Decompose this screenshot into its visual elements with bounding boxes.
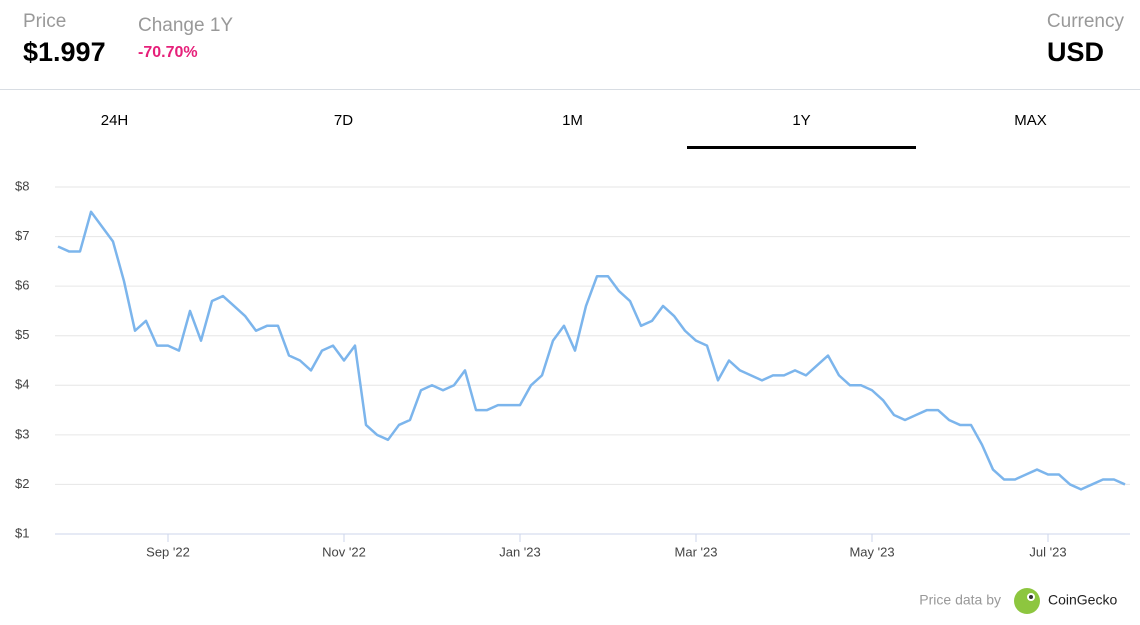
y-tick-label: $1 <box>15 525 29 540</box>
x-tick-label: Nov '22 <box>322 544 366 559</box>
currency: USD <box>1046 37 1104 67</box>
logo-pupil <box>1029 595 1033 599</box>
y-tick-label: $8 <box>15 178 29 193</box>
x-tick-label: Mar '23 <box>675 544 718 559</box>
footer-brand: CoinGecko <box>1048 592 1117 608</box>
price: $1.997 <box>23 37 106 67</box>
tab[interactable]: MAX <box>1014 112 1047 129</box>
currency-label: Currency <box>1046 11 1124 32</box>
x-tick-label: Jul '23 <box>1029 544 1066 559</box>
y-tick-label: $7 <box>15 228 29 243</box>
y-tick-label: $2 <box>15 476 29 491</box>
y-tick-label: $3 <box>15 426 29 441</box>
y-tick-label: $5 <box>15 327 29 342</box>
price-line <box>57 210 1126 491</box>
tab[interactable]: 7D <box>333 112 354 129</box>
divider <box>0 89 1140 90</box>
change-label: Change 1Y <box>138 15 234 36</box>
x-tick-label: Sep '22 <box>146 544 190 559</box>
tab[interactable]: 1M <box>562 112 583 129</box>
price-label: Price <box>23 11 67 32</box>
y-tick-label: $4 <box>15 377 29 392</box>
footer-text: Price data by <box>919 592 1001 608</box>
x-tick-label: May '23 <box>849 544 894 559</box>
y-tick-label: $6 <box>15 278 29 293</box>
x-tick-label: Jan '23 <box>499 544 541 559</box>
change: -70.70% <box>138 44 198 61</box>
logo <box>1014 588 1040 614</box>
tab[interactable]: 24H <box>100 112 129 129</box>
tab[interactable]: 1Y <box>687 112 916 149</box>
